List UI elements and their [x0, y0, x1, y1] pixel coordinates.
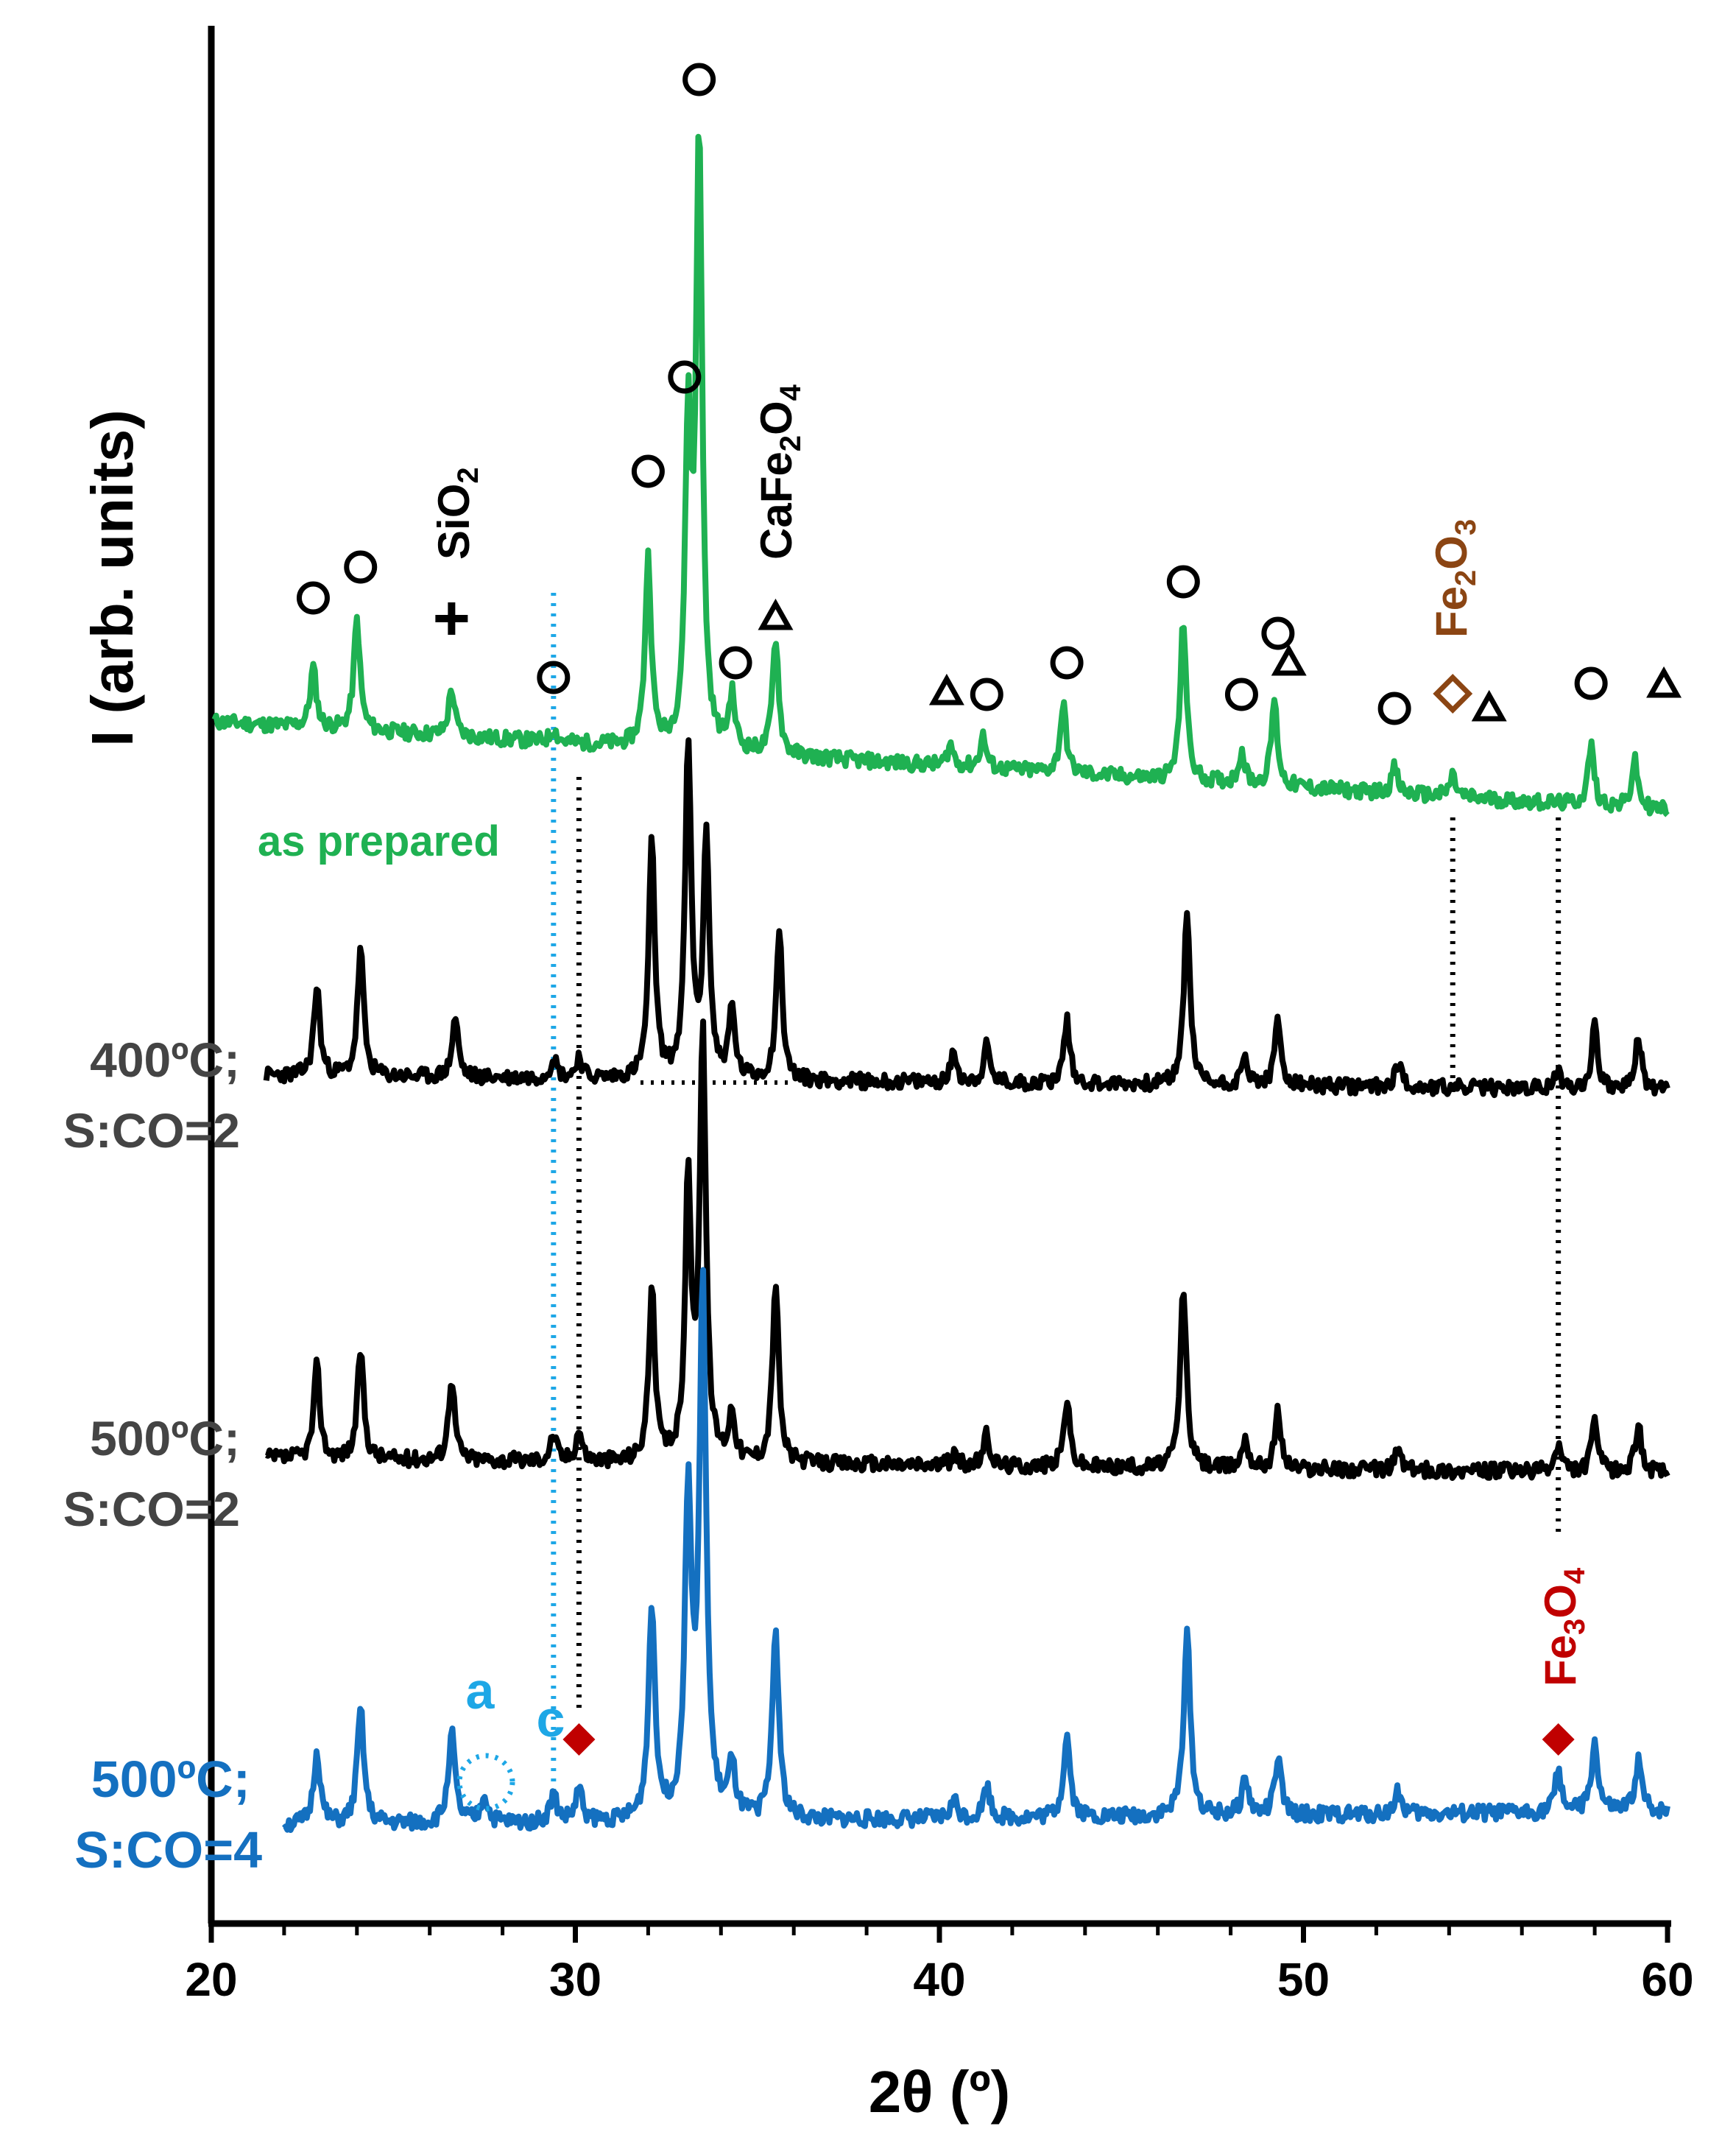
triangle-marker-icon [1271, 644, 1307, 676]
series-line-3 [264, 1018, 1670, 1481]
annotation-a: a [466, 1662, 495, 1720]
circle-marker-icon [631, 454, 665, 488]
phase-label-fe2o3: Fe2O3 [1427, 519, 1482, 638]
circle-marker-icon [1166, 565, 1200, 599]
series-line-2 [263, 737, 1670, 1099]
triangle-marker-icon [758, 598, 794, 630]
x-tick-label: 60 [1641, 1953, 1693, 2006]
circle-marker-icon [970, 678, 1003, 711]
series-label-500-line2: S:CO=2 [63, 1482, 240, 1536]
x-tick-label: 20 [185, 1953, 237, 2006]
circle-marker-icon [1050, 646, 1084, 680]
series-label-500-line1: 500ºC; [90, 1411, 240, 1465]
triangle-marker-icon [1646, 666, 1682, 698]
phase-label-fe3o4: Fe3O4 [1536, 1567, 1591, 1686]
series-label-500b-line1: 500ºC; [91, 1750, 250, 1808]
filled-diamond-marker-icon [1542, 1723, 1575, 1756]
circle-marker-icon [296, 581, 330, 615]
phase-markers [296, 63, 1682, 1756]
series-line-4 [282, 1267, 1670, 1833]
circle-marker-icon [1377, 692, 1411, 725]
filled-diamond-marker-icon [562, 1723, 596, 1756]
annotation-a-dotted-circle [456, 1753, 515, 1812]
annotation-c: c [537, 1690, 565, 1748]
series-label-400-line2: S:CO=2 [63, 1103, 240, 1158]
reference-lines [551, 593, 1562, 1797]
circle-marker-icon [344, 550, 378, 584]
x-tick-label: 50 [1277, 1953, 1330, 2006]
x-tick-label: 30 [549, 1953, 601, 2006]
triangle-marker-icon [928, 673, 964, 705]
series-label-500b-line2: S:CO=4 [74, 1821, 262, 1879]
circle-marker-icon [1261, 616, 1295, 650]
series-line-1 [211, 133, 1670, 817]
circle-marker-icon [668, 360, 702, 394]
circle-marker-icon [682, 63, 716, 96]
series-label-400-line1: 400ºC; [90, 1032, 240, 1087]
triangle-marker-icon [1471, 689, 1507, 722]
circle-marker-icon [719, 646, 752, 680]
x-tick-label: 40 [913, 1953, 965, 2006]
open-diamond-marker-icon [1433, 674, 1473, 714]
x-tick-labels: 20 30 40 50 60 [185, 1953, 1693, 2006]
x-axis-title: 2θ (º) [869, 2059, 1010, 2125]
x-ticks [208, 1924, 1670, 1943]
phase-label-cafe2o4: CaFe2O4 [752, 384, 807, 560]
plus-marker-icon [435, 602, 468, 635]
circle-marker-icon [1574, 666, 1608, 700]
series [211, 133, 1670, 1833]
series-label-as-prepared: as prepared [258, 817, 500, 865]
y-axis-title: I (arb. units) [80, 409, 145, 747]
circle-marker-icon [1224, 678, 1258, 711]
circle-marker-icon [537, 661, 571, 694]
phase-label-sio2: SiO2 [429, 467, 484, 560]
